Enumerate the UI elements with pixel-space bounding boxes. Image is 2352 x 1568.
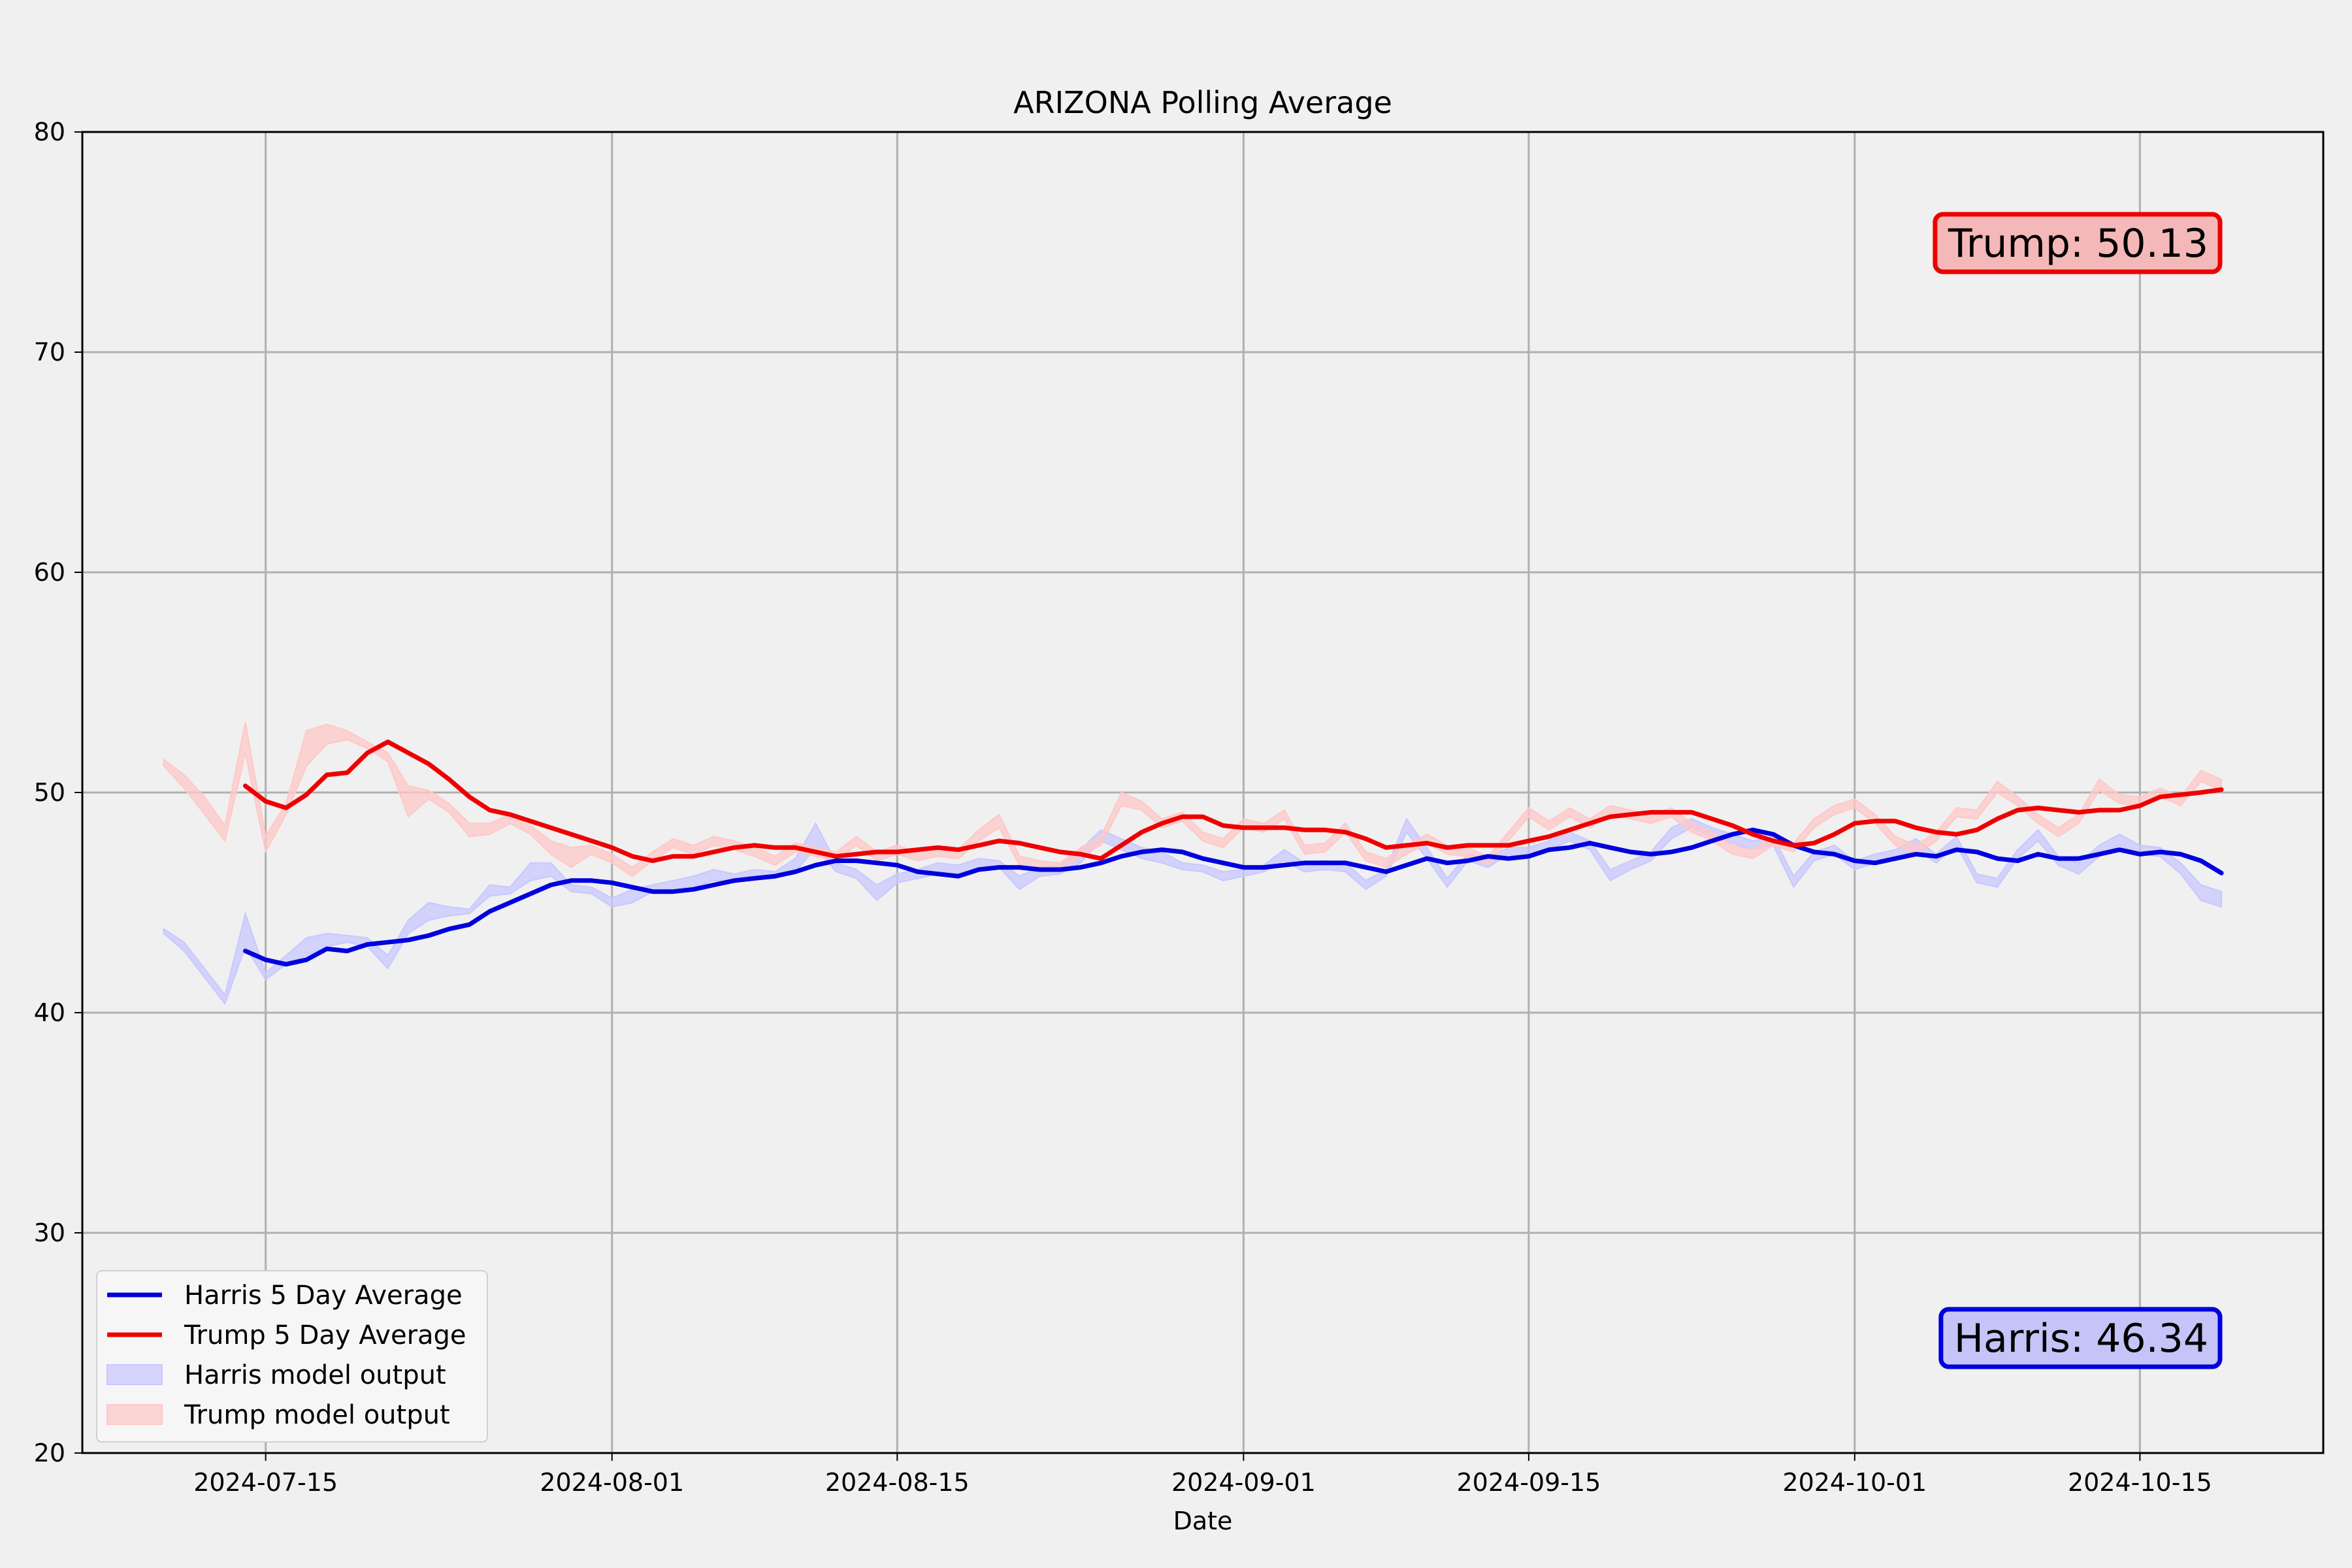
legend: Harris 5 Day Average Trump 5 Day Average H… bbox=[96, 1270, 488, 1443]
legend-label: Trump 5 Day Average bbox=[184, 1320, 466, 1350]
y-tick-label: 40 bbox=[34, 998, 65, 1027]
legend-label: Harris 5 Day Average bbox=[184, 1281, 463, 1311]
legend-box bbox=[96, 1270, 488, 1443]
annotation-text: Trump: 50.13 bbox=[1948, 221, 2208, 267]
y-tick-label: 20 bbox=[34, 1439, 65, 1467]
x-tick-label: 2024-08-15 bbox=[825, 1468, 970, 1497]
x-tick-label: 2024-07-15 bbox=[193, 1468, 338, 1497]
average-lines bbox=[243, 740, 2224, 967]
line-trump-5-day-average bbox=[243, 740, 2224, 863]
legend-band-swatch bbox=[106, 1404, 163, 1425]
line-harris-5-day-average bbox=[243, 827, 2224, 967]
plot-area bbox=[81, 131, 2325, 1454]
x-axis-label: Date bbox=[1173, 1507, 1233, 1535]
trump-value-annotation: Trump: 50.13 bbox=[1933, 212, 2223, 274]
legend-entry: Trump 5 Day Average bbox=[107, 1320, 466, 1350]
legend-entry: Trump model output bbox=[106, 1400, 450, 1430]
legend-band-swatch bbox=[106, 1364, 163, 1385]
y-axis: 20 30 40 50 60 70 80 bbox=[34, 118, 82, 1467]
x-axis: 2024-07-15 2024-08-01 2024-08-15 2024-09-01… bbox=[193, 1453, 2212, 1497]
y-tick-label: 30 bbox=[34, 1218, 65, 1247]
band-harris-model-output bbox=[163, 817, 2223, 1005]
y-tick-label: 80 bbox=[34, 118, 65, 146]
annotation-box bbox=[1933, 212, 2223, 274]
harris-value-annotation: Harris: 46.34 bbox=[1938, 1307, 2223, 1369]
annotation-box bbox=[1938, 1307, 2223, 1369]
x-tick-label: 2024-08-01 bbox=[540, 1468, 684, 1497]
legend-label: Trump model output bbox=[184, 1400, 450, 1430]
y-tick-label: 50 bbox=[34, 778, 65, 807]
legend-entry: Harris model output bbox=[106, 1360, 446, 1390]
x-tick-label: 2024-09-01 bbox=[1171, 1468, 1316, 1497]
x-tick-label: 2024-10-01 bbox=[1782, 1468, 1927, 1497]
y-tick-label: 60 bbox=[34, 558, 65, 587]
x-tick-label: 2024-10-15 bbox=[2068, 1468, 2212, 1497]
legend-label: Harris model output bbox=[184, 1360, 446, 1390]
legend-entry: Harris 5 Day Average bbox=[107, 1281, 463, 1311]
value-annotations: Trump: 50.13 Harris: 46.34 bbox=[1933, 212, 2223, 1369]
x-tick-label: 2024-09-15 bbox=[1456, 1468, 1601, 1497]
y-tick-label: 70 bbox=[34, 338, 65, 367]
annotation-text: Harris: 46.34 bbox=[1954, 1316, 2208, 1362]
chart-title: ARIZONA Polling Average bbox=[1013, 85, 1392, 120]
